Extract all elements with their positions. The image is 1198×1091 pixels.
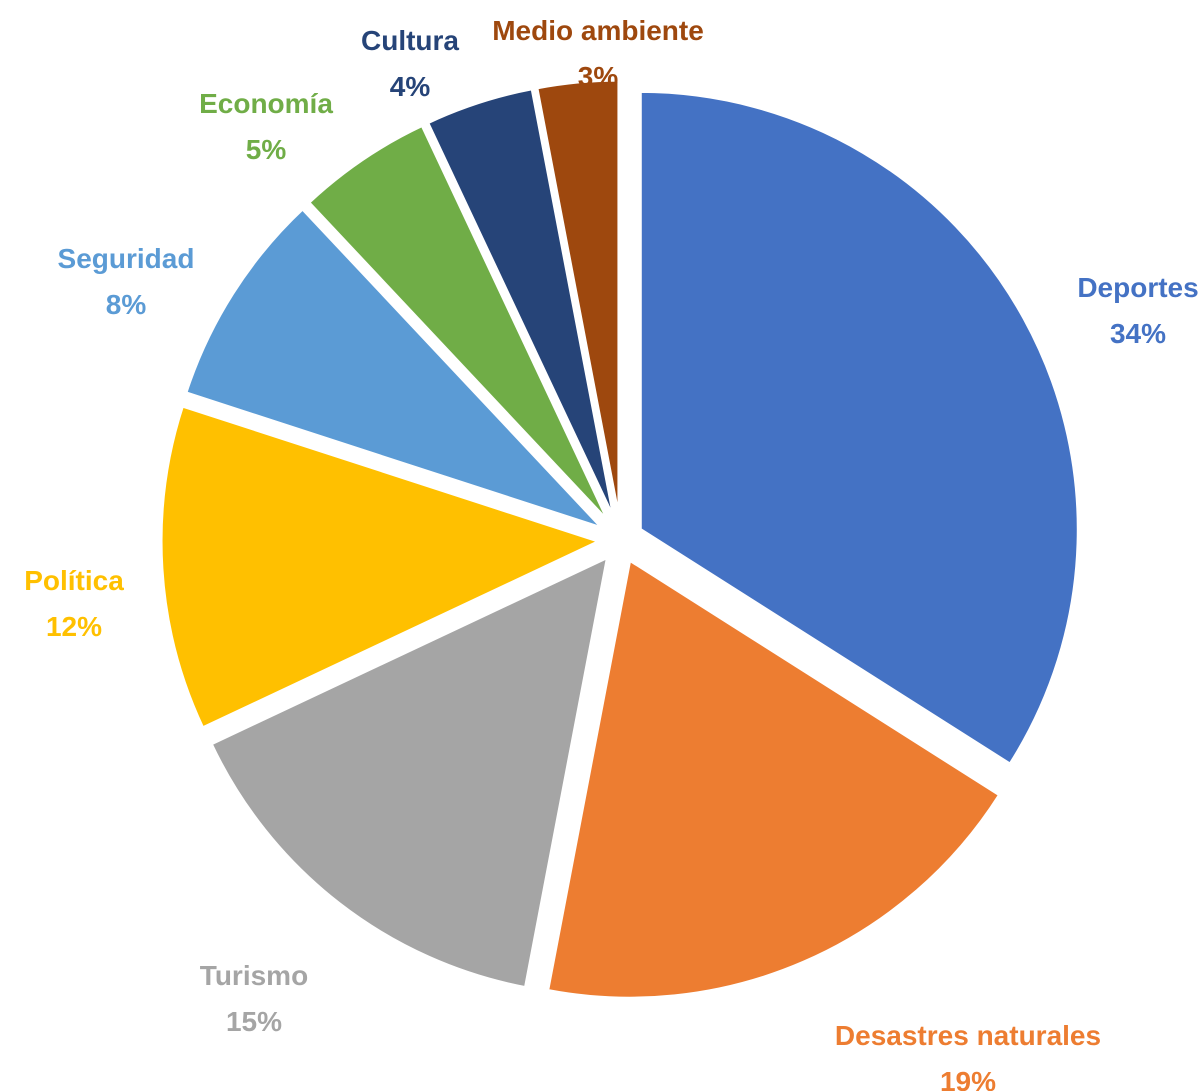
pie-label-desastres-naturales: Desastres naturales 19% xyxy=(835,1020,1101,1091)
pie-label-percent: 15% xyxy=(226,1006,282,1037)
pie-label-category: Deportes xyxy=(1077,272,1198,303)
pie-label-economía: Economía 5% xyxy=(199,88,333,165)
pie-label-política: Política 12% xyxy=(24,565,124,642)
slices-layer xyxy=(159,78,1080,1000)
pie-label-category: Medio ambiente xyxy=(492,15,704,46)
pie-label-deportes: Deportes 34% xyxy=(1077,272,1198,349)
pie-label-category: Cultura xyxy=(361,25,459,56)
pie-label-category: Política xyxy=(24,565,124,596)
labels-layer: Deportes 34% Desastres naturales 19% Turismo… xyxy=(24,15,1198,1091)
pie-label-percent: 8% xyxy=(106,289,147,320)
pie-label-percent: 5% xyxy=(246,134,287,165)
pie-label-medio-ambiente: Medio ambiente 3% xyxy=(492,15,704,92)
pie-label-cultura: Cultura 4% xyxy=(361,25,459,102)
pie-label-percent: 34% xyxy=(1110,318,1166,349)
pie-slice-medio-ambiente xyxy=(535,78,621,519)
pie-slice-economía xyxy=(306,123,610,523)
pie-slice-seguridad xyxy=(183,206,604,530)
pie-slice-deportes xyxy=(638,89,1080,767)
pie-label-percent: 4% xyxy=(390,71,431,102)
pie-slice-desastres-naturales xyxy=(545,557,1002,1000)
pie-label-seguridad: Seguridad 8% xyxy=(58,243,195,320)
pie-slice-turismo xyxy=(209,554,610,990)
pie-label-category: Economía xyxy=(199,88,333,119)
pie-label-percent: 19% xyxy=(940,1066,996,1091)
pie-label-turismo: Turismo 15% xyxy=(200,960,308,1037)
pie-label-category: Turismo xyxy=(200,960,308,991)
pie-slice-cultura xyxy=(425,87,616,520)
pie-slice-política xyxy=(159,404,604,730)
pie-label-percent: 12% xyxy=(46,611,102,642)
pie-label-percent: 3% xyxy=(578,61,619,92)
pie-label-category: Desastres naturales xyxy=(835,1020,1101,1051)
pie-label-category: Seguridad xyxy=(58,243,195,274)
